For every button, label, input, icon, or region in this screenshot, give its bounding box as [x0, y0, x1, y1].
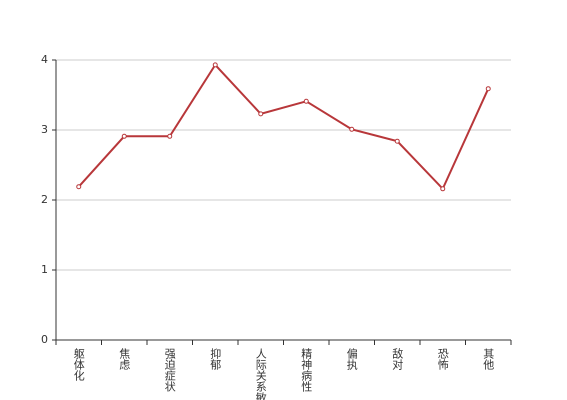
x-tick-label: 恐怖: [436, 348, 449, 370]
line: [78, 63, 490, 191]
point: [349, 126, 355, 132]
point: [121, 133, 127, 139]
x-tick-label: 焦虑: [118, 348, 131, 370]
point: [303, 98, 309, 104]
y-tick-label: 2: [41, 193, 48, 206]
x-tick-label: 人际关系敏感: [254, 348, 267, 400]
point: [440, 186, 446, 192]
x-tick-label: 精神病性: [300, 348, 313, 393]
y-tick-label: 3: [41, 123, 48, 136]
x-tick-label: 躯体化: [72, 348, 85, 382]
y-tick-label: 4: [41, 53, 48, 66]
point: [394, 138, 400, 144]
x-tick-label: 抑郁: [209, 347, 222, 370]
point: [485, 86, 491, 92]
x-tick-label: 强迫症状: [163, 348, 176, 392]
y-tick-label: 0: [41, 333, 48, 346]
x-tick-label: 敌对: [391, 347, 404, 370]
point: [167, 133, 173, 139]
y-tick-label: 1: [41, 263, 48, 276]
point: [212, 62, 218, 68]
point: [76, 184, 82, 190]
point: [258, 111, 264, 117]
x-tick-label: 其他: [482, 348, 495, 370]
x-tick-label: 偏执: [345, 347, 358, 371]
